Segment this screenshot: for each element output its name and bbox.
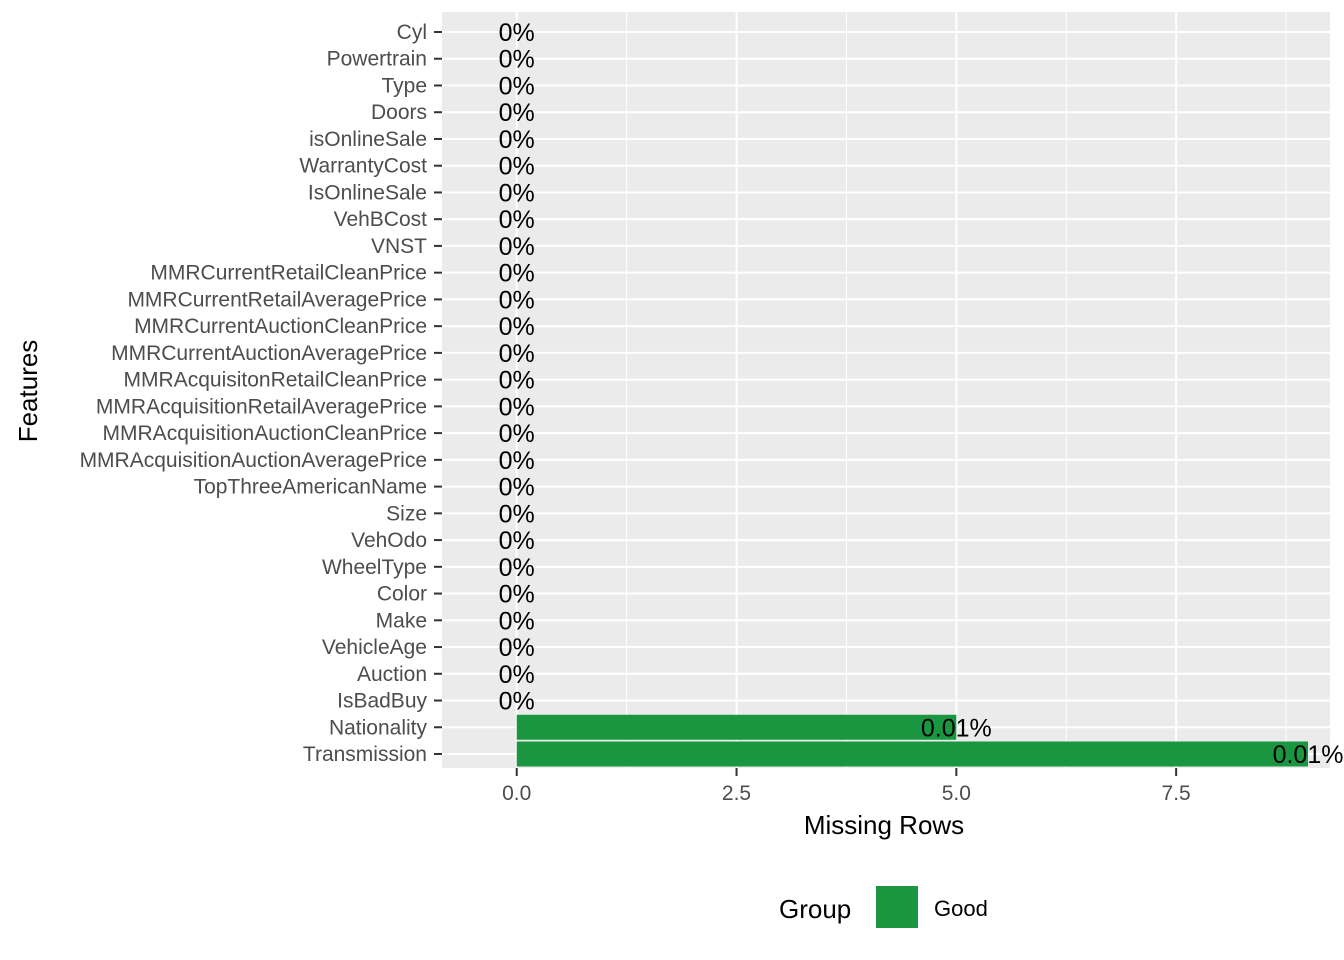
bar-label-VNST: 0%	[499, 233, 535, 261]
y-tick-label: IsOnlineSale	[308, 181, 427, 204]
y-tick-label: Auction	[357, 663, 427, 686]
bar-label-Cyl: 0%	[499, 19, 535, 47]
y-tick-label: MMRCurrentAuctionAveragePrice	[111, 342, 427, 365]
bar-label-MMRAcquisitionAuctionCleanPrice: 0%	[499, 420, 535, 448]
bar-label-Make: 0%	[499, 607, 535, 635]
bar-label-VehBCost: 0%	[499, 206, 535, 234]
bar-label-MMRAcquisitionAuctionAveragePrice: 0%	[499, 447, 535, 475]
y-tick-label: Nationality	[329, 716, 428, 739]
x-tick-label: 0.0	[502, 782, 531, 805]
y-tick-label: MMRCurrentAuctionCleanPrice	[134, 315, 427, 338]
bar-label-MMRAcquisitonRetailCleanPrice: 0%	[499, 367, 535, 395]
bar-label-Transmission: 0.01%	[1273, 741, 1344, 769]
bar-label-Color: 0%	[499, 581, 535, 609]
y-tick-label: MMRAcquisitonRetailCleanPrice	[124, 369, 427, 392]
bar-label-IsOnlineSale: 0%	[499, 179, 535, 207]
y-tick-label: Make	[376, 609, 427, 632]
y-axis: Cyl Powertrain Type Doors isOnlineSale Warran…	[80, 21, 442, 766]
x-axis-title: Missing Rows	[804, 810, 964, 840]
bar-label-Auction: 0%	[499, 661, 535, 689]
bar-label-MMRCurrentAuctionAveragePrice: 0%	[499, 340, 535, 368]
y-tick-label: MMRCurrentRetailCleanPrice	[150, 262, 427, 285]
bar-label-VehicleAge: 0%	[499, 634, 535, 662]
y-tick-label: isOnlineSale	[309, 128, 427, 151]
x-tick-label: 5.0	[942, 782, 971, 805]
y-tick-label: WarrantyCost	[299, 155, 427, 178]
y-tick-label: Powertrain	[327, 48, 427, 71]
bar-label-MMRCurrentRetailCleanPrice: 0%	[499, 260, 535, 288]
y-tick-label: Doors	[371, 101, 427, 124]
y-tick-label: MMRAcquisitionAuctionAveragePrice	[80, 449, 427, 472]
bar-label-MMRCurrentAuctionCleanPrice: 0%	[499, 313, 535, 341]
bar-label-WarrantyCost: 0%	[499, 153, 535, 181]
y-tick-label: VNST	[371, 235, 427, 258]
y-tick-label: TopThreeAmericanName	[194, 476, 427, 499]
bar-label-Doors: 0%	[499, 99, 535, 127]
y-tick-label: IsBadBuy	[337, 690, 427, 713]
y-tick-label: Transmission	[303, 743, 427, 766]
y-tick-label: VehicleAge	[322, 636, 427, 659]
y-tick-label: Cyl	[397, 21, 427, 44]
major-gridlines	[442, 12, 1330, 768]
x-tick-label: 7.5	[1162, 782, 1191, 805]
bar-label-Nationality: 0.01%	[921, 714, 992, 742]
y-tick-label: MMRAcquisitionRetailAveragePrice	[96, 395, 427, 418]
legend-title: Group	[779, 894, 851, 924]
bar-label-MMRAcquisitionRetailAveragePrice: 0%	[499, 393, 535, 421]
y-tick-label: WheelType	[322, 556, 427, 579]
legend-label-good: Good	[934, 896, 988, 921]
x-axis: 0.0 2.5 5.0 7.5	[502, 768, 1191, 805]
bar-Transmission	[516, 741, 1309, 767]
y-tick-label: Type	[381, 74, 427, 97]
y-tick-label: Color	[377, 583, 427, 606]
bar-label-Powertrain: 0%	[499, 46, 535, 74]
bar-label-isOnlineSale: 0%	[499, 126, 535, 154]
bar-label-VehOdo: 0%	[499, 527, 535, 555]
bar-label-IsBadBuy: 0%	[499, 688, 535, 716]
legend-key-good	[876, 886, 918, 928]
y-tick-label: MMRCurrentRetailAveragePrice	[127, 288, 427, 311]
y-tick-label: MMRAcquisitionAuctionCleanPrice	[103, 422, 427, 445]
bar-label-MMRCurrentRetailAveragePrice: 0%	[499, 286, 535, 314]
bar-label-TopThreeAmericanName: 0%	[499, 474, 535, 502]
y-tick-label: VehOdo	[351, 529, 427, 552]
legend: Group Good	[779, 886, 988, 928]
plot-panel	[442, 12, 1330, 768]
y-axis-title: Features	[13, 340, 43, 443]
x-tick-label: 2.5	[722, 782, 751, 805]
bars	[516, 714, 1309, 767]
y-tick-label: Size	[386, 502, 427, 525]
bar-label-WheelType: 0%	[499, 554, 535, 582]
y-tick-label: VehBCost	[334, 208, 428, 231]
bar-label-Size: 0%	[499, 500, 535, 528]
bar-label-Type: 0%	[499, 72, 535, 100]
bar-Nationality	[516, 714, 957, 740]
bar-labels: 0%0%0%0%0%0%0%0%0%0%0%0%0%0%0%0%0%0%0%0%…	[499, 19, 1344, 769]
